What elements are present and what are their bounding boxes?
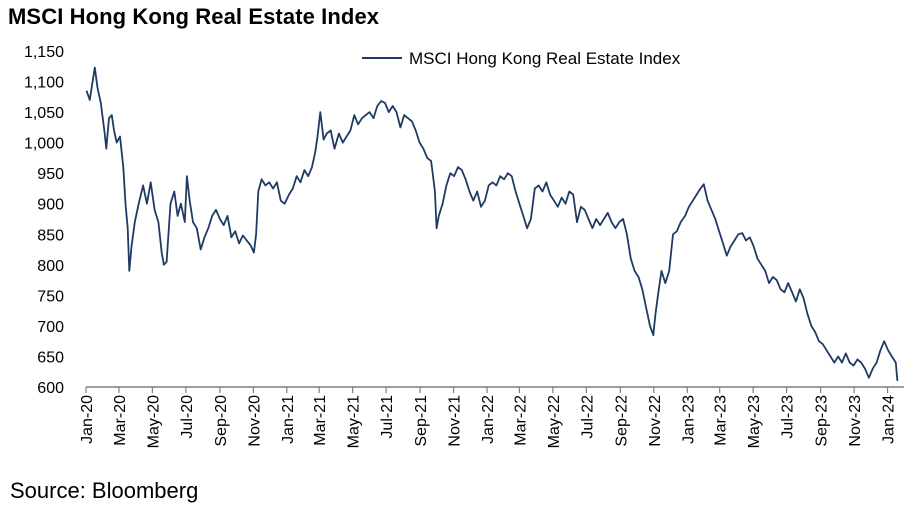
y-tick-label: 900	[37, 197, 64, 214]
y-tick-label: 700	[37, 319, 64, 336]
legend-label: MSCI Hong Kong Real Estate Index	[409, 49, 681, 68]
x-tick-label: Jan-23	[680, 395, 697, 444]
x-tick-label: May-23	[746, 395, 763, 448]
x-tick-label: Nov-20	[246, 395, 263, 447]
x-tick-label: Mar-23	[713, 395, 730, 446]
x-tick-label: Jul-20	[179, 395, 196, 439]
x-tick-label: Mar-20	[112, 395, 129, 446]
y-tick-label: 1,100	[24, 75, 64, 92]
x-tick-label: Jul-22	[579, 395, 596, 439]
y-tick-label: 1,000	[24, 136, 64, 153]
y-tick-label: 600	[37, 380, 64, 397]
x-tick-label: Jul-23	[780, 395, 797, 439]
source-note: Source: Bloomberg	[10, 478, 199, 503]
y-tick-label: 850	[37, 227, 64, 244]
x-tick-label: May-22	[546, 395, 563, 448]
x-tick-label: May-21	[346, 395, 363, 448]
x-tick-label: Sep-20	[213, 395, 230, 447]
x-tick-label: Nov-23	[847, 395, 864, 447]
series-line	[85, 66, 899, 381]
y-tick-label: 1,050	[24, 105, 64, 122]
y-tick-label: 1,150	[24, 44, 64, 61]
x-tick-label: Jan-21	[280, 395, 297, 444]
legend: MSCI Hong Kong Real Estate Index	[362, 49, 681, 68]
x-tick-label: Jan-24	[881, 395, 898, 444]
chart-title: MSCI Hong Kong Real Estate Index	[8, 4, 380, 29]
x-axis: Jan-20 Mar-20 May-20 Jul-20 Sep-20 Nov-20 Jan-…	[79, 386, 904, 448]
x-tick-label: Nov-22	[647, 395, 664, 447]
y-tick-label: 800	[37, 258, 64, 275]
x-tick-label: Mar-22	[512, 395, 529, 446]
x-tick-label: Jul-21	[379, 395, 396, 439]
x-tick-label: Mar-21	[312, 395, 329, 446]
x-tick-label: Sep-22	[613, 395, 630, 447]
y-tick-label: 750	[37, 288, 64, 305]
x-tick-label: May-20	[145, 395, 162, 448]
x-tick-label: Nov-21	[447, 395, 464, 447]
y-axis: 600 650 700 750 800 850 900 950 1,000 1,050 1,100 1…	[24, 44, 64, 397]
x-tick-label: Jan-22	[480, 395, 497, 444]
x-tick-label: Jan-20	[79, 395, 96, 444]
y-tick-label: 950	[37, 166, 64, 183]
x-tick-label: Sep-21	[413, 395, 430, 447]
x-tick-label: Sep-23	[814, 395, 831, 447]
series-layer	[85, 66, 899, 381]
y-tick-label: 650	[37, 349, 64, 366]
